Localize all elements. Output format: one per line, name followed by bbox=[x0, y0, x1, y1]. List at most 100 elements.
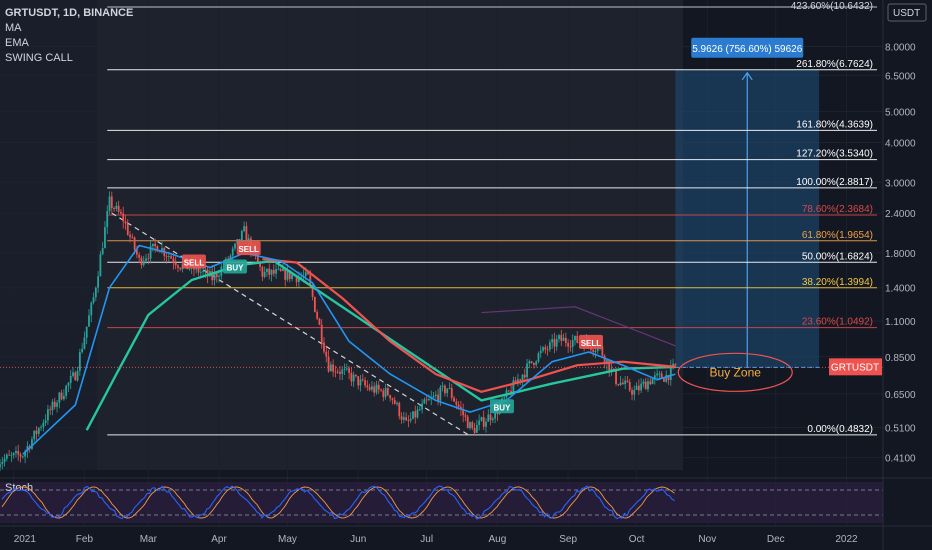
candle-body bbox=[462, 409, 465, 416]
candle-body bbox=[1, 461, 4, 465]
candle-body bbox=[133, 237, 136, 250]
indicator-swing-call[interactable]: SWING CALL bbox=[5, 52, 73, 64]
candle-body bbox=[432, 395, 435, 398]
candle-body bbox=[535, 361, 538, 365]
candle-body bbox=[653, 375, 656, 379]
candle-body bbox=[309, 274, 312, 286]
price-tick-label: 1.1000 bbox=[885, 317, 916, 328]
candle-body bbox=[83, 337, 86, 349]
candle-body bbox=[297, 277, 300, 283]
candle-body bbox=[202, 271, 204, 272]
candle-body bbox=[3, 458, 6, 462]
price-tick-label: 3.0000 bbox=[885, 178, 916, 189]
fibonacci-levels[interactable]: 423.60%(10.6432) 261.80%(6.7624) 161.80%(4… bbox=[107, 1, 877, 436]
candle-body bbox=[85, 326, 88, 338]
signal-badge bbox=[223, 259, 248, 274]
candle-body bbox=[396, 402, 398, 404]
time-tick-label: Sep bbox=[559, 534, 577, 545]
candle-body bbox=[608, 360, 611, 372]
downtrend-line[interactable] bbox=[111, 212, 471, 437]
swing-signals: SELL BUY SELL BUY SELL bbox=[181, 241, 603, 414]
candle-body bbox=[5, 454, 8, 459]
candle-body bbox=[660, 373, 663, 379]
candle-body bbox=[300, 276, 303, 278]
candle-body bbox=[669, 365, 672, 380]
candle-body bbox=[402, 417, 405, 420]
candle-body bbox=[523, 374, 526, 378]
candle-body bbox=[434, 394, 437, 396]
candle-body bbox=[236, 239, 239, 244]
fib-label: 78.60%(2.3684) bbox=[802, 204, 873, 215]
candle-body bbox=[548, 342, 551, 350]
candle-body bbox=[259, 261, 262, 267]
candle-body bbox=[33, 430, 36, 440]
candle-body bbox=[571, 340, 574, 347]
buy-zone-ellipse[interactable]: Buy Zone bbox=[677, 352, 793, 392]
price-tick-label: 2.4000 bbox=[885, 209, 916, 220]
candle-body bbox=[617, 383, 620, 386]
candle-body bbox=[69, 375, 72, 383]
candle-body bbox=[284, 268, 287, 280]
indicator-ema[interactable]: EMA bbox=[5, 37, 29, 49]
candle-body bbox=[448, 388, 451, 389]
candle-body bbox=[177, 265, 179, 268]
candle-body bbox=[266, 268, 268, 273]
time-tick-label: Jul bbox=[420, 534, 433, 545]
candle-body bbox=[72, 372, 74, 376]
candle-body bbox=[272, 269, 275, 274]
candle-body bbox=[218, 275, 220, 277]
candle-body bbox=[428, 399, 430, 401]
candle-body bbox=[446, 388, 449, 394]
candle-body bbox=[649, 381, 652, 385]
candle-body bbox=[332, 364, 335, 372]
signal-label: SELL bbox=[581, 339, 602, 348]
candle-body bbox=[263, 272, 266, 277]
fib-label: 38.20%(1.3994) bbox=[802, 277, 873, 288]
candle-body bbox=[142, 260, 145, 265]
candle-body bbox=[17, 450, 20, 455]
candle-body bbox=[158, 251, 161, 253]
candle-body bbox=[464, 415, 467, 417]
candle-body bbox=[651, 378, 654, 385]
candle-body bbox=[416, 409, 419, 418]
candle-body bbox=[329, 364, 332, 372]
symbol-title[interactable]: GRTUSDT, 1D, BINANCE bbox=[5, 7, 134, 19]
candle-body bbox=[377, 384, 380, 390]
candle-body bbox=[487, 414, 490, 422]
candle-body bbox=[471, 422, 474, 429]
fib-label: 0.00%(0.4832) bbox=[807, 424, 873, 435]
stoch-pane[interactable]: Stoch100.00 bbox=[0, 480, 916, 523]
purple-guide-line bbox=[481, 306, 676, 347]
candle-body bbox=[295, 276, 298, 283]
candle-body bbox=[275, 269, 277, 274]
candle-body bbox=[542, 347, 544, 351]
candle-body bbox=[307, 272, 309, 275]
candle-body bbox=[42, 422, 45, 428]
candle-body bbox=[355, 374, 357, 377]
projection-label-box bbox=[691, 37, 804, 58]
candle-body bbox=[359, 379, 362, 386]
indicator-ma[interactable]: MA bbox=[5, 22, 22, 34]
time-tick-label: 2022 bbox=[835, 534, 858, 545]
candle-body bbox=[368, 387, 371, 390]
candle-body bbox=[569, 346, 572, 348]
candle-body bbox=[361, 379, 364, 381]
candle-body bbox=[478, 420, 481, 425]
session-highlight bbox=[0, 0, 97, 470]
candle-body bbox=[667, 374, 670, 380]
candle-body bbox=[110, 196, 113, 209]
candle-body bbox=[97, 276, 100, 288]
buy-zone-label: Buy Zone bbox=[710, 365, 762, 379]
candle-body bbox=[165, 255, 168, 257]
candle-body bbox=[336, 371, 339, 373]
signal-badge bbox=[236, 241, 261, 256]
candle-body bbox=[512, 380, 515, 394]
candle-body bbox=[601, 346, 604, 356]
candle-body bbox=[213, 272, 216, 281]
projection-measure[interactable]: 5.9626 (756.60%) 59626 bbox=[675, 37, 820, 368]
candle-body bbox=[647, 381, 649, 390]
candle-body bbox=[56, 402, 58, 407]
time-tick-label: Oct bbox=[629, 534, 645, 545]
time-tick-label: 2021 bbox=[14, 534, 37, 545]
